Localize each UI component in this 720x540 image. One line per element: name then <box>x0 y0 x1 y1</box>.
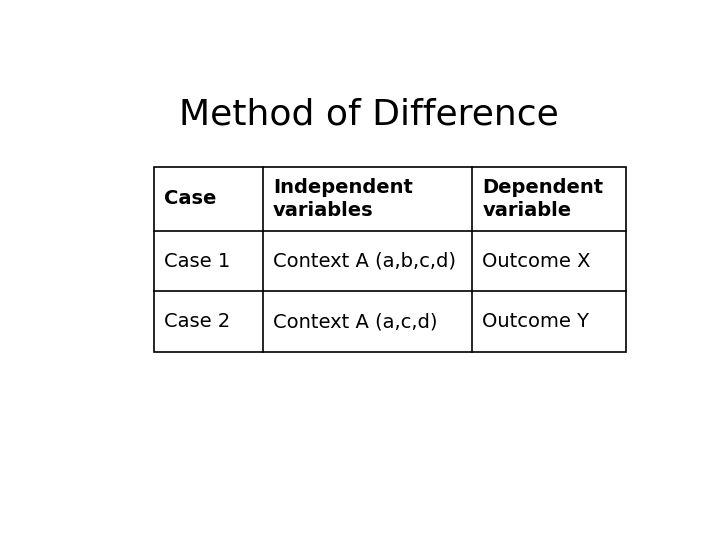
Text: Independent
variables: Independent variables <box>273 178 413 220</box>
Text: Case 1: Case 1 <box>164 252 230 271</box>
Bar <box>154 167 626 352</box>
Text: Context A (a,b,c,d): Context A (a,b,c,d) <box>273 252 456 271</box>
Text: Dependent
variable: Dependent variable <box>482 178 603 220</box>
Text: Context A (a,c,d): Context A (a,c,d) <box>273 312 438 331</box>
Text: Outcome X: Outcome X <box>482 252 591 271</box>
Text: Case: Case <box>164 190 217 208</box>
Text: Method of Difference: Method of Difference <box>179 98 559 132</box>
Text: Outcome Y: Outcome Y <box>482 312 589 331</box>
Text: Case 2: Case 2 <box>164 312 230 331</box>
